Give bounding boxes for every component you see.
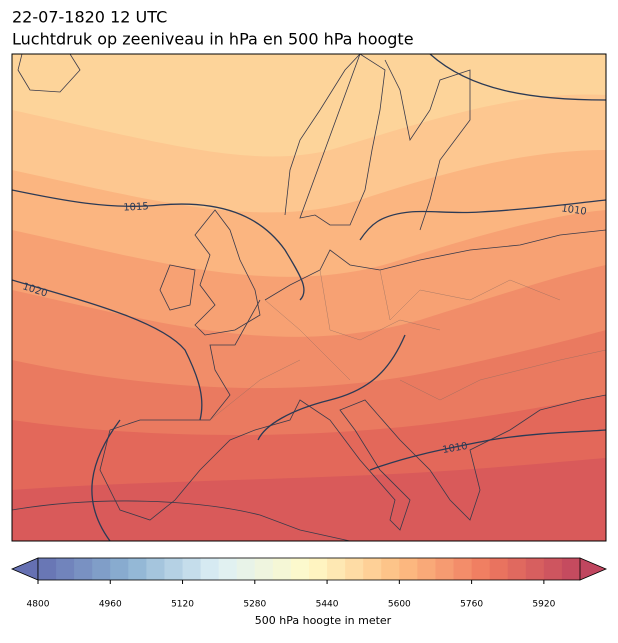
isobar [359,199,606,241]
colorbar-tick-label: 5760 [460,600,483,610]
colorbar-band [56,558,75,580]
isobar [12,279,406,541]
colorbar-band [435,558,455,580]
title: 22-07-1820 12 UTC [12,8,167,27]
colorbar-band [38,558,57,580]
isobar-label: 1010 [442,441,469,456]
colorbar-band [110,558,129,580]
coastline [12,500,351,541]
colorbar-band [254,558,274,580]
colorbar-band [363,558,382,580]
colorbar-band [561,558,581,580]
colorbar-extend [10,557,39,581]
colorbar-band [146,558,165,580]
country-border [209,269,606,421]
colorbar-band [128,558,147,580]
colorbar-band [309,558,328,580]
isobar-label: 1015 [123,201,149,213]
coastline [284,54,386,226]
colorbar-tick-label: 5920 [532,600,555,610]
map: 1015 1010 1020 1010 [12,54,606,541]
colorbar-band [345,558,364,580]
colorbar-band [327,558,346,580]
colorbar-band [525,558,545,580]
colorbar-tick-label: 4800 [27,600,50,610]
colorbar-band [290,558,310,580]
colorbar-band [489,558,509,580]
colorbar-band [92,558,111,580]
map-frame [11,53,607,542]
colorbar-tick-label: 5280 [243,600,266,610]
colorbar-band [471,558,491,580]
colorbar-tick-label: 4960 [99,600,122,610]
colorbar-band [453,558,473,580]
coastline [194,209,261,336]
colorbar-band [272,558,292,580]
coastline [17,54,81,93]
isobar-label: 1010 [561,203,588,217]
colorbar-band [543,558,563,580]
colorbar-band [381,558,400,580]
isobar [369,429,606,471]
coastline [384,59,471,231]
colorbar-band [236,558,256,580]
colorbar-label: 500 hPa hoogte in meter [255,614,392,627]
colorbar-band [200,558,220,580]
colorbar-band [74,558,93,580]
colorbar-tick-label: 5120 [171,600,194,610]
isobar [429,54,606,101]
isobar [12,189,305,301]
colorbar-band [182,558,202,580]
colorbar-band [507,558,527,580]
colorbar: 4800 4960 5120 5280 5440 5600 5760 5920 [10,557,608,610]
colorbar-band [417,558,436,580]
height-band [12,458,606,541]
colorbar-band [399,558,418,580]
colorbar-extend [579,557,608,581]
coastline [159,264,196,311]
colorbar-tick-label: 5600 [388,600,411,610]
colorbar-band [164,558,184,580]
colorbar-band [218,558,238,580]
subtitle: Luchtdruk op zeeniveau in hPa en 500 hPa… [12,30,414,49]
colorbar-frame [37,557,581,581]
coastline [99,299,606,531]
colorbar-tick-label: 5440 [316,600,339,610]
